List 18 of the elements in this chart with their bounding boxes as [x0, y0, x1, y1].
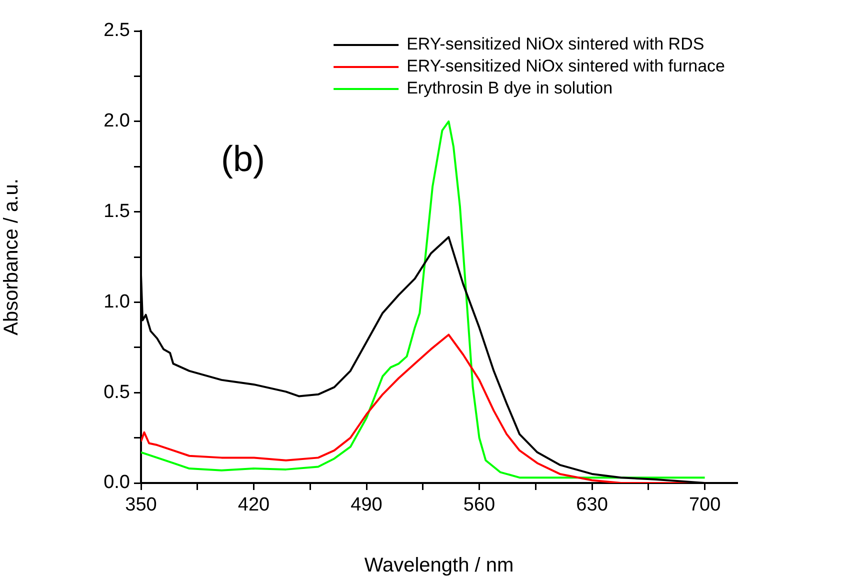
x-tick-label: 490 [350, 494, 382, 516]
x-axis-title: Wavelength / nm [364, 554, 514, 577]
y-tick-label: 1.5 [104, 201, 130, 222]
y-axis-title: Absorbance / a.u. [0, 178, 23, 336]
y-tick-label: 0.5 [104, 382, 130, 403]
legend-label: ERY-sensitized NiOx sintered with RDS [406, 34, 704, 54]
x-tick-label: 630 [576, 494, 608, 516]
y-tick-label: 2.0 [104, 110, 130, 132]
legend-label: ERY-sensitized NiOx sintered with furnace [406, 56, 726, 76]
x-tick-label: 700 [688, 494, 721, 516]
legend-label: Erythrosin B dye in solution [406, 78, 613, 98]
y-tick-label: 0.0 [104, 472, 130, 494]
x-tick-label: 420 [238, 494, 270, 516]
y-tick-label: 1.0 [104, 291, 130, 312]
annotation: (b) [221, 138, 265, 179]
y-tick-label: 2.5 [104, 20, 130, 42]
x-tick-label: 350 [125, 494, 157, 516]
x-tick-label: 560 [463, 494, 496, 516]
